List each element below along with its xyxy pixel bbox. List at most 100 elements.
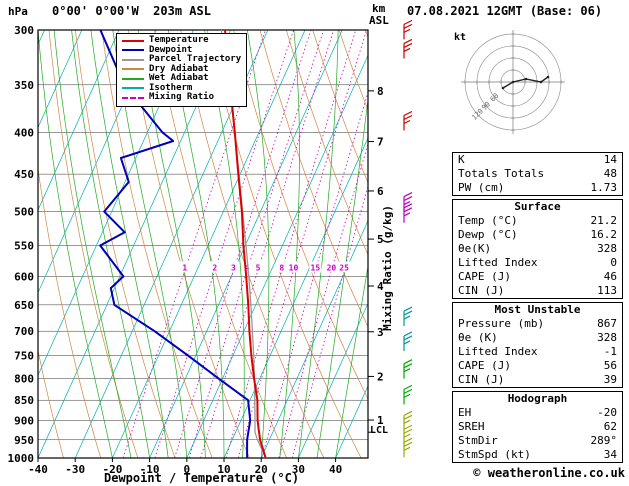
row-label: CIN (J) bbox=[458, 373, 505, 386]
table-row: EH -20 bbox=[453, 406, 622, 420]
mixing-ratio-labels: 1 2 3 4 5 8 10 15 20 25 bbox=[178, 261, 351, 273]
table-row: K 14 bbox=[453, 153, 622, 167]
wind-barb bbox=[403, 384, 413, 405]
legend-label: Wet Adiabat bbox=[149, 73, 209, 84]
row-label: Temp (°C) bbox=[458, 214, 518, 227]
km-tick-label: 4 bbox=[377, 280, 384, 293]
km-tick-label: 2 bbox=[377, 370, 384, 383]
km-tick-label: 1 bbox=[377, 414, 384, 427]
row-value: 16.2 bbox=[590, 228, 618, 241]
wind-barb bbox=[403, 38, 413, 59]
mixing-ratio-label: 2 bbox=[212, 263, 217, 272]
table-row: Dewp (°C) 16.2 bbox=[453, 228, 622, 242]
pressure-axis-labels: 300 350 400 450 500 550 600 650 700 750 800 850 900 9… bbox=[8, 24, 35, 465]
table-row: CAPE (J) 56 bbox=[453, 359, 622, 373]
row-label: Dewp (°C) bbox=[458, 228, 518, 241]
wind-barb bbox=[403, 437, 413, 458]
table-row: Lifted Index -1 bbox=[453, 345, 622, 359]
row-label: Pressure (mb) bbox=[458, 317, 545, 330]
row-value: 328 bbox=[597, 331, 617, 344]
legend-item: Dry Adiabat bbox=[122, 64, 241, 75]
legend-item: Wet Adiabat bbox=[122, 74, 241, 84]
row-value: 328 bbox=[597, 242, 617, 255]
isotherm-lines bbox=[38, 30, 368, 458]
mixing-ratio-label: 3 bbox=[231, 263, 236, 272]
temp-tick-label: -30 bbox=[65, 463, 85, 476]
legend-swatch bbox=[122, 77, 144, 80]
mixing-ratio-label: 10 bbox=[289, 263, 299, 272]
mixing-ratio-label: 25 bbox=[339, 263, 349, 272]
pressure-tick-label: 900 bbox=[14, 415, 34, 428]
legend-swatch bbox=[122, 68, 144, 71]
pressure-tick-label: 450 bbox=[14, 168, 34, 181]
wind-barb bbox=[403, 331, 413, 351]
altitude-axis-unit-km: km bbox=[372, 2, 386, 15]
pressure-tick-label: 300 bbox=[14, 24, 34, 37]
table-row: CIN (J) 39 bbox=[453, 373, 622, 387]
pressure-tick-label: 1000 bbox=[8, 452, 35, 465]
temp-tick-label: -40 bbox=[28, 463, 48, 476]
temp-tick-label: 20 bbox=[255, 463, 268, 476]
km-tick-label: 7 bbox=[377, 136, 384, 149]
dry-adiabat-lines bbox=[38, 30, 368, 458]
row-value: 46 bbox=[603, 270, 617, 283]
x-axis-title: Dewpoint / Temperature (°C) bbox=[104, 471, 300, 485]
mixing-ratio-axis-title: Mixing Ratio (g/kg) bbox=[381, 205, 394, 331]
table-title: Surface bbox=[514, 200, 561, 213]
legend-label: Isotherm bbox=[149, 82, 193, 93]
table-row: SREH 62 bbox=[453, 420, 622, 434]
legend-swatch bbox=[122, 87, 144, 90]
row-label: θe (K) bbox=[458, 331, 498, 344]
pressure-tick-label: 400 bbox=[14, 126, 34, 139]
wet-adiabat-lines bbox=[38, 30, 368, 458]
wind-barbs bbox=[403, 19, 413, 458]
row-label: StmSpd (kt) bbox=[458, 448, 531, 461]
chart-datetime-title: 07.08.2021 12GMT (Base: 06) bbox=[407, 4, 603, 18]
pressure-tick-label: 550 bbox=[14, 239, 34, 252]
legend-item: Dewpoint bbox=[122, 44, 241, 56]
mixing-ratio-label: 1 bbox=[182, 263, 187, 272]
pressure-tick-label: 800 bbox=[14, 373, 34, 386]
hodograph-ring-label: 90 bbox=[480, 100, 492, 112]
row-label: θe(K) bbox=[458, 242, 492, 255]
row-value: 1.73 bbox=[590, 181, 618, 194]
km-tick-label: 3 bbox=[377, 326, 384, 339]
plot-border bbox=[37, 29, 369, 459]
wind-barb bbox=[403, 424, 413, 445]
legend-item: Mixing Ratio bbox=[122, 93, 241, 103]
row-value: 56 bbox=[603, 359, 617, 372]
table-row: θe(K) 328 bbox=[453, 242, 622, 256]
temp-tick-label: 30 bbox=[292, 463, 305, 476]
legend-label: Parcel Trajectory bbox=[149, 54, 242, 65]
table-row: Totals Totals 48 bbox=[453, 167, 622, 181]
stats-table: Most Unstable Pressure (mb) 867 θe (K) 328 Li… bbox=[452, 302, 623, 388]
wind-barb bbox=[403, 203, 413, 223]
row-value: 21.2 bbox=[590, 214, 618, 227]
row-value: 113 bbox=[597, 284, 617, 297]
row-value: 39 bbox=[603, 373, 617, 386]
temp-axis-labels: -40 -30 -20 -10 0 10 20 30 40 bbox=[28, 458, 342, 476]
row-label: PW (cm) bbox=[458, 181, 505, 194]
row-label: EH bbox=[458, 406, 472, 419]
row-value: 34 bbox=[603, 448, 617, 461]
table-row: θe (K) 328 bbox=[453, 331, 622, 345]
pressure-tick-label: 650 bbox=[14, 299, 34, 312]
row-value: -1 bbox=[603, 345, 617, 358]
pressure-axis-unit: hPa bbox=[8, 5, 28, 18]
hodograph-ring-label: 60 bbox=[489, 92, 501, 104]
temp-tick-label: -10 bbox=[140, 463, 160, 476]
wind-barb bbox=[403, 410, 413, 431]
sounding-profiles bbox=[99, 30, 267, 458]
legend-swatch bbox=[122, 49, 144, 52]
legend-label: Dewpoint bbox=[149, 44, 193, 55]
mixing-ratio-label: 15 bbox=[311, 263, 321, 272]
km-tick-label: 6 bbox=[377, 185, 384, 198]
legend-swatch bbox=[122, 39, 144, 42]
station-title: 0°00' 0°00'W 203m ASL bbox=[52, 4, 211, 18]
altitude-axis-unit-asl: ASL bbox=[369, 14, 389, 27]
pressure-tick-label: 700 bbox=[14, 325, 34, 338]
row-label: K bbox=[458, 153, 465, 166]
wind-barb bbox=[403, 192, 413, 212]
